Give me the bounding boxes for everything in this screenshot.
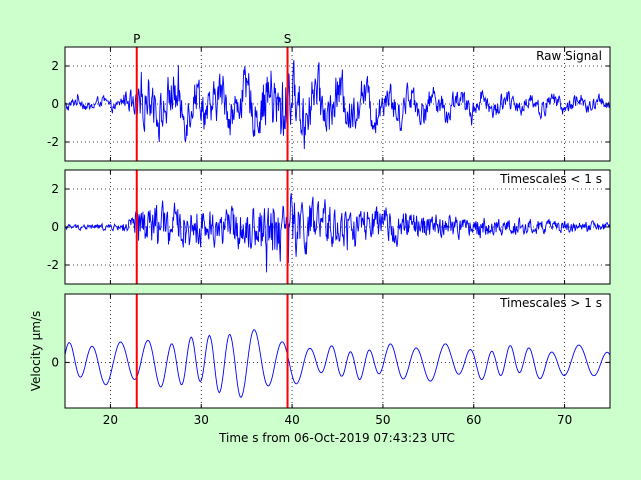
x-tick-label: 40 <box>284 413 299 427</box>
signal-line <box>64 192 611 273</box>
signal-trace <box>64 329 611 398</box>
x-axis-label: Time s from 06-Oct-2019 07:43:23 UTC <box>218 431 455 445</box>
signal-line <box>64 329 611 398</box>
signal-trace <box>64 60 611 150</box>
panel-long-timescales: 20 30 40 50 60 70 0 Timescales > 1 s <box>51 293 611 427</box>
x-tick-label: 70 <box>557 413 572 427</box>
x-tick-label: 50 <box>375 413 390 427</box>
y-tick-label: 0 <box>51 355 59 369</box>
phase-markers <box>135 294 289 408</box>
panel-title: Raw Signal <box>536 49 602 63</box>
axis-ticks: -2 0 2 <box>47 47 610 161</box>
panel-title: Timescales > 1 s <box>499 296 602 310</box>
x-tick-label: 20 <box>103 413 118 427</box>
axis-ticks: 20 30 40 50 60 70 0 <box>51 294 610 427</box>
x-tick-label: 30 <box>194 413 209 427</box>
y-tick-label: 0 <box>51 97 59 111</box>
signal-line <box>64 60 611 150</box>
y-tick-label: -2 <box>47 135 59 149</box>
grid-lines <box>65 294 610 408</box>
axes-frame <box>64 293 611 409</box>
phase-marker-label: P <box>133 32 140 46</box>
panel-short-timescales: -2 0 2 Timescales < 1 s <box>47 169 611 285</box>
y-tick-label: 2 <box>51 182 59 196</box>
y-tick-label: 2 <box>51 59 59 73</box>
phase-marker-label: S <box>284 32 292 46</box>
x-tick-label: 60 <box>466 413 481 427</box>
phase-markers <box>135 170 289 284</box>
axis-ticks: -2 0 2 <box>47 170 610 284</box>
y-tick-label: -2 <box>47 258 59 272</box>
y-axis-label: Velocity µm/s <box>29 311 43 392</box>
panel-title: Timescales < 1 s <box>499 172 602 186</box>
axes-background <box>65 294 610 408</box>
y-tick-label: 0 <box>51 220 59 234</box>
signal-trace <box>64 192 611 273</box>
